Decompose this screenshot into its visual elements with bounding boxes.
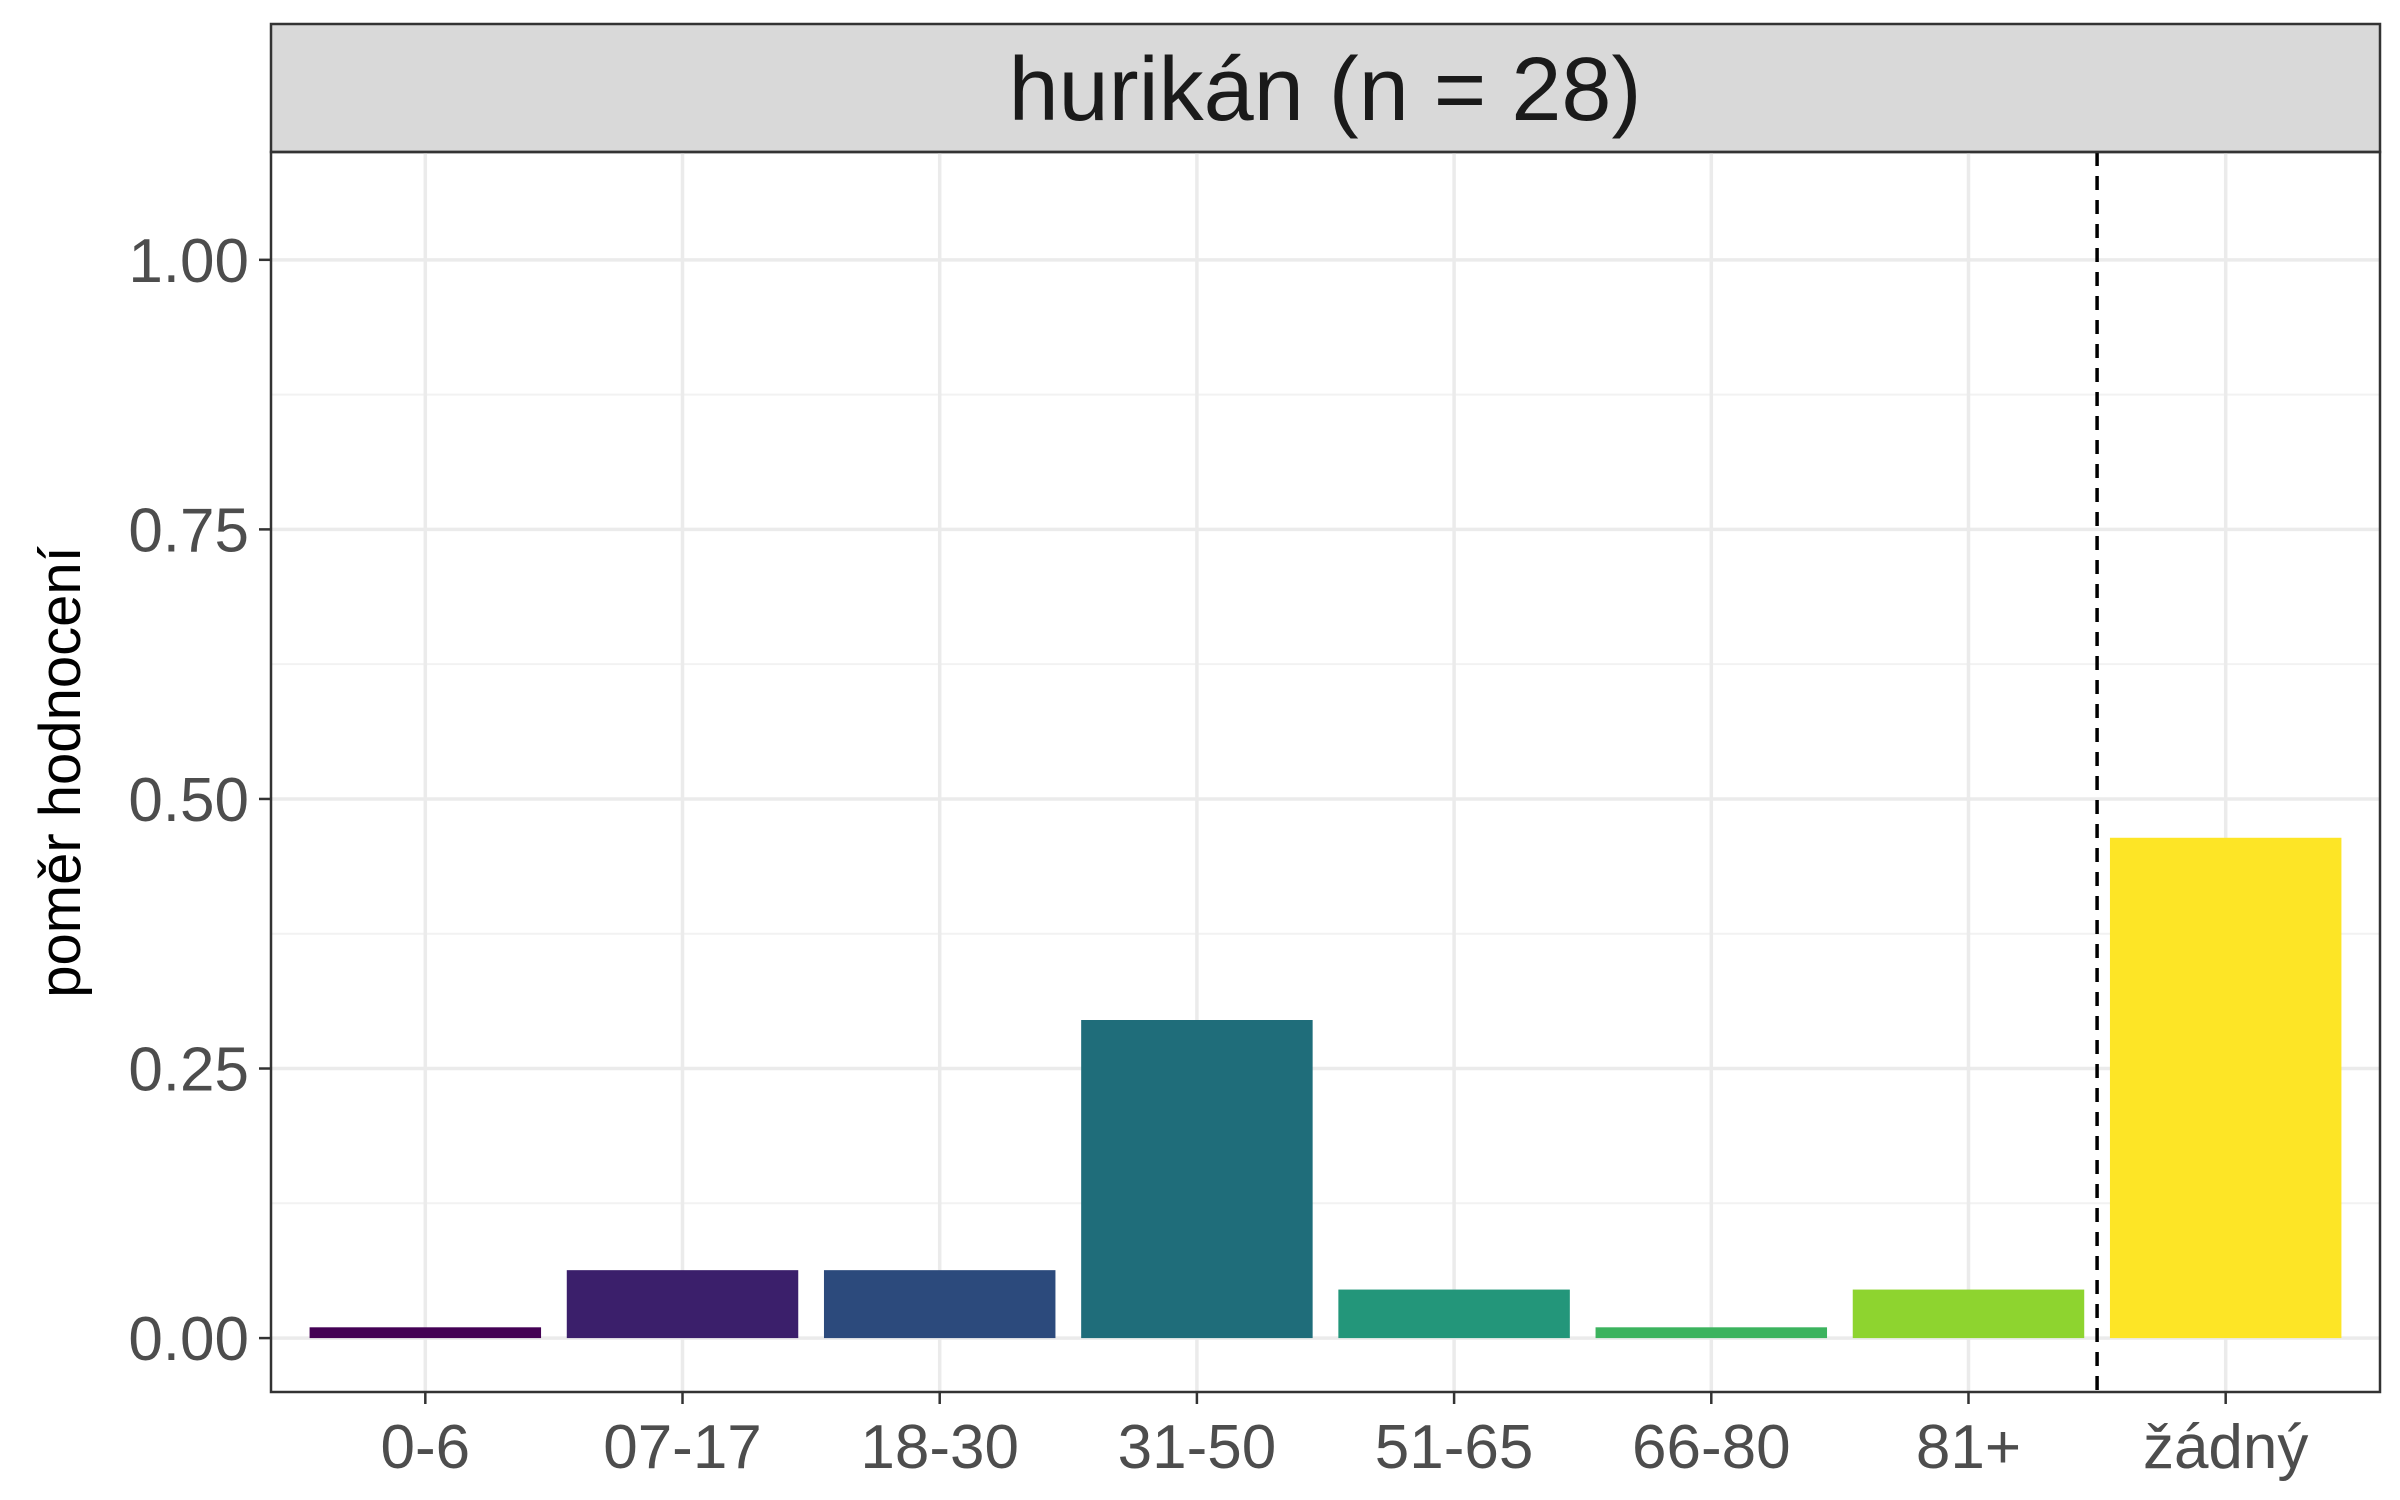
x-tick-label: 66-80	[1632, 1413, 1791, 1482]
bars	[309, 837, 2342, 1339]
x-tick-label: 07-17	[603, 1413, 762, 1482]
y-tick-label: 1.00	[128, 227, 249, 296]
x-axis: 0-6 07-17 18-30 31-50 51-65 66-80 81+ žádný	[381, 1392, 2308, 1482]
bar-81+	[1852, 1289, 2085, 1339]
bar-51-65	[1338, 1289, 1570, 1339]
panel-border	[269, 150, 2382, 1394]
facet-title: hurikán (n = 28)	[1009, 40, 1642, 140]
bar-31-50	[1081, 1020, 1313, 1339]
facet-strip	[269, 22, 2382, 154]
grid	[271, 152, 2380, 1392]
x-tick-label: 51-65	[1375, 1413, 1534, 1482]
bar-žádný	[2109, 837, 2342, 1339]
x-tick-label: 18-30	[860, 1413, 1019, 1482]
y-axis: 0.00 0.25 0.50 0.75 1.00	[128, 227, 271, 1374]
x-tick-label: 81+	[1916, 1413, 2021, 1482]
y-tick-label: 0.75	[128, 496, 249, 565]
x-tick-label: 0-6	[381, 1413, 471, 1482]
bar-0-6	[309, 1327, 542, 1339]
bar-18-30	[823, 1270, 1056, 1339]
x-tick-label: 31-50	[1118, 1413, 1277, 1482]
x-tick-label: žádný	[2143, 1413, 2308, 1482]
y-axis-title: poměr hodnocení	[28, 546, 93, 997]
bar-66-80	[1595, 1327, 1828, 1339]
y-tick-label: 0.00	[128, 1305, 249, 1374]
bar-07-17	[566, 1270, 799, 1339]
y-tick-label: 0.50	[128, 766, 249, 835]
y-tick-label: 0.25	[128, 1036, 249, 1105]
